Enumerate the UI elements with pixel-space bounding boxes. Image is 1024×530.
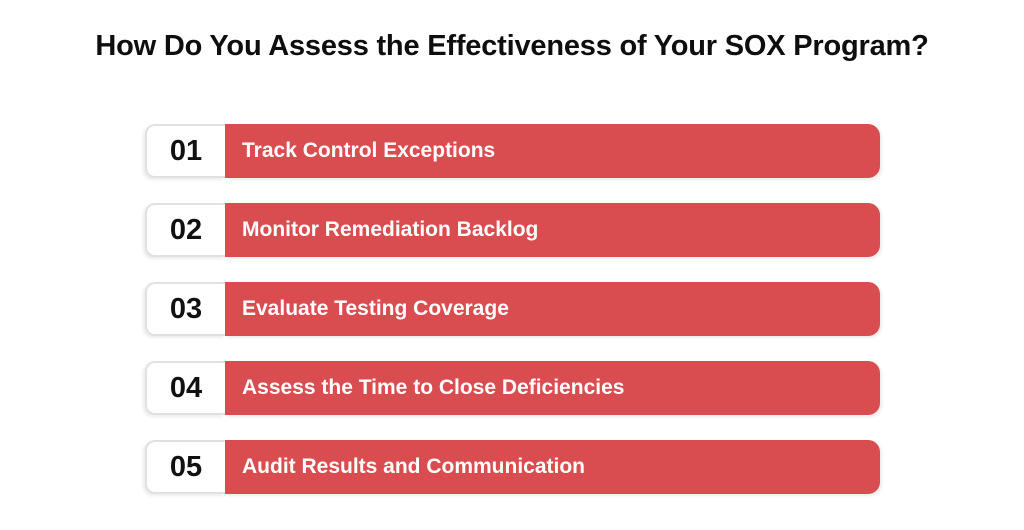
- step-label: Audit Results and Communication: [225, 440, 880, 494]
- list-item: 02 Monitor Remediation Backlog: [145, 203, 880, 257]
- step-number: 02: [145, 203, 225, 257]
- step-number: 01: [145, 124, 225, 178]
- list-item: 01 Track Control Exceptions: [145, 124, 880, 178]
- step-label: Monitor Remediation Backlog: [225, 203, 880, 257]
- steps-list: 01 Track Control Exceptions 02 Monitor R…: [145, 124, 880, 519]
- step-number: 04: [145, 361, 225, 415]
- page-title: How Do You Assess the Effectiveness of Y…: [95, 30, 929, 62]
- step-label: Track Control Exceptions: [225, 124, 880, 178]
- list-item: 04 Assess the Time to Close Deficiencies: [145, 361, 880, 415]
- list-item: 05 Audit Results and Communication: [145, 440, 880, 494]
- step-label: Evaluate Testing Coverage: [225, 282, 880, 336]
- step-label: Assess the Time to Close Deficiencies: [225, 361, 880, 415]
- step-number: 03: [145, 282, 225, 336]
- list-item: 03 Evaluate Testing Coverage: [145, 282, 880, 336]
- step-number: 05: [145, 440, 225, 494]
